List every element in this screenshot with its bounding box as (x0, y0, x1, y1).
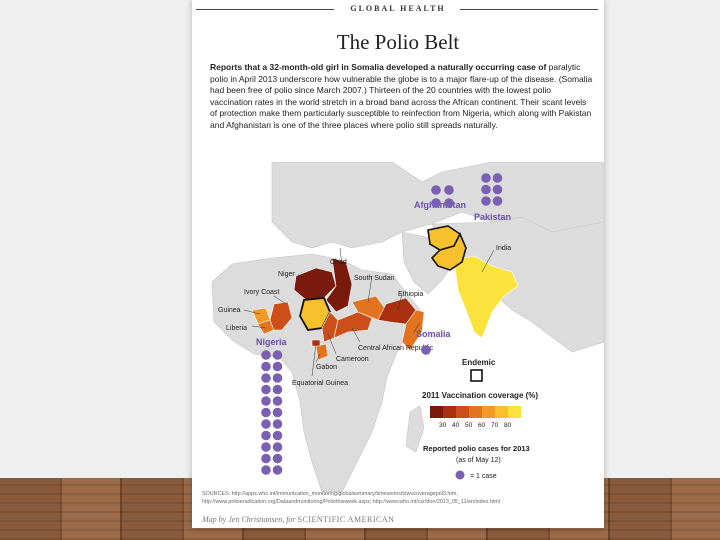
pakistan-case-dot (481, 173, 491, 183)
afghanistan-case-dot (444, 185, 454, 195)
pakistan-case-dot (492, 184, 503, 195)
coverage-tick-label: 60 (478, 422, 486, 429)
coverage-swatch (495, 406, 508, 418)
coverage-swatch (456, 406, 469, 418)
afghanistan-case-dots (431, 185, 454, 208)
label-chad: Chad (330, 259, 347, 266)
nigeria-case-dot (261, 384, 271, 395)
legend-cases-subtitle: (as of May 12) (456, 457, 501, 464)
nigeria-case-dot (272, 350, 283, 360)
label-pakistan: Pakistan (474, 212, 511, 222)
nigeria-case-dot (272, 407, 283, 418)
nigeria-case-dots (261, 350, 283, 475)
label-ethiopia: Ethiopia (398, 291, 423, 298)
legend-case-unit: = 1 case (470, 473, 497, 480)
leader-lines (243, 247, 495, 377)
coverage-tick-label: 80 (504, 422, 512, 429)
coverage-tick-label: 70 (491, 422, 499, 429)
somalia-case-dot (421, 345, 431, 355)
nigeria-case-dot (272, 373, 283, 383)
section-rule-right (460, 9, 598, 10)
page-title: The Polio Belt (336, 30, 460, 54)
credit-prefix: Map by Jen Christiansen, for (202, 515, 296, 524)
nigeria-case-dot (272, 396, 283, 406)
nigeria-case-dot (261, 407, 271, 418)
credit-brand: SCIENTIFIC AMERICAN (297, 515, 395, 524)
chad-region (325, 257, 353, 313)
legend-endemic-label: Endemic (462, 358, 496, 367)
afghanistan-case-dot (444, 198, 454, 208)
label-guinea: Guinea (218, 307, 241, 314)
legend-coverage-title: 2011 Vaccination coverage (%) (422, 391, 538, 400)
nigeria-case-dot (272, 361, 283, 372)
label-nigeria: Nigeria (256, 337, 288, 347)
coverage-countries (251, 225, 519, 361)
coverage-tick-label: 40 (452, 422, 460, 429)
pakistan-case-dot (492, 173, 503, 183)
niger-region (293, 267, 337, 301)
label-liberia: Liberia (226, 325, 247, 332)
somalia-region (401, 309, 425, 351)
nigeria-case-dot (261, 350, 271, 360)
credit-line: Map by Jen Christiansen, for SCIENTIFIC … (202, 515, 594, 524)
india-region (453, 255, 519, 339)
nigeria-case-dot (261, 465, 271, 475)
ivory-coast-region (269, 301, 293, 331)
nigeria-case-dot (272, 465, 283, 475)
legend: Endemic 2011 Vaccination coverage (%) 30… (422, 358, 538, 480)
nigeria-case-dot (272, 384, 283, 395)
nigeria-case-dot (261, 430, 271, 441)
magazine-page: GLOBAL HEALTH The Polio Belt Reports tha… (192, 0, 604, 528)
nigeria-case-dot (261, 361, 271, 372)
coverage-swatch (443, 406, 456, 418)
pakistan-case-dots (481, 173, 503, 206)
pakistan-case-dot (481, 184, 491, 195)
pakistan-region (430, 232, 467, 271)
nigeria-case-dot (272, 430, 283, 441)
nigeria-case-dot (272, 419, 283, 429)
coverage-tick-label: 50 (465, 422, 473, 429)
nigeria-case-dot (261, 373, 271, 383)
label-ivory-coast: Ivory Coast (244, 289, 279, 296)
intro-lead: Reports that a 32-month-old girl in Soma… (210, 62, 547, 72)
equatorial-guinea-region (311, 339, 321, 347)
nigeria-case-dot (261, 419, 271, 429)
label-central-african-republic: Central African Republic (358, 345, 434, 352)
coverage-scale: 30 40 50 60 70 80 (430, 406, 521, 429)
label-niger: Niger (278, 271, 295, 278)
section-rule-left (196, 9, 334, 10)
intro-body: paralytic polio in April 2013 underscore… (210, 62, 593, 130)
legend-endemic-box (470, 369, 483, 382)
nigeria-case-dot (261, 396, 271, 406)
coverage-tick-label: 30 (439, 422, 447, 429)
coverage-swatch (430, 406, 443, 418)
label-somalia: Somalia (416, 329, 452, 339)
pakistan-case-dot (492, 196, 503, 206)
somalia-case-dots (421, 345, 431, 355)
section-label: GLOBAL HEALTH (350, 4, 446, 13)
sources-note: SOURCES: http://apps.who.int/immunizatio… (202, 491, 501, 505)
coverage-swatch (482, 406, 495, 418)
polio-map: Afghanistan Pakistan India Chad Niger So… (211, 162, 604, 492)
legend-case-dot (455, 470, 465, 480)
nigeria-case-dot (272, 442, 283, 452)
madagascar-land (405, 405, 425, 453)
nigeria-case-dot (261, 453, 271, 464)
legend-cases-title: Reported polio cases for 2013 (423, 444, 530, 453)
label-south-sudan: South Sudan (354, 275, 395, 282)
afghanistan-case-dot (431, 185, 441, 195)
label-india: India (496, 245, 511, 252)
coverage-swatch (508, 406, 521, 418)
label-gabon: Gabon (316, 364, 337, 371)
afghanistan-case-dot (431, 198, 441, 208)
coverage-swatch (469, 406, 482, 418)
pakistan-case-dot (481, 196, 491, 206)
label-equatorial-guinea: Equatorial Guinea (292, 380, 348, 387)
intro-paragraph: Reports that a 32-month-old girl in Soma… (210, 62, 594, 132)
nigeria-case-dot (261, 442, 271, 452)
nigeria-case-dot (272, 453, 283, 464)
label-cameroon: Cameroon (336, 356, 369, 363)
